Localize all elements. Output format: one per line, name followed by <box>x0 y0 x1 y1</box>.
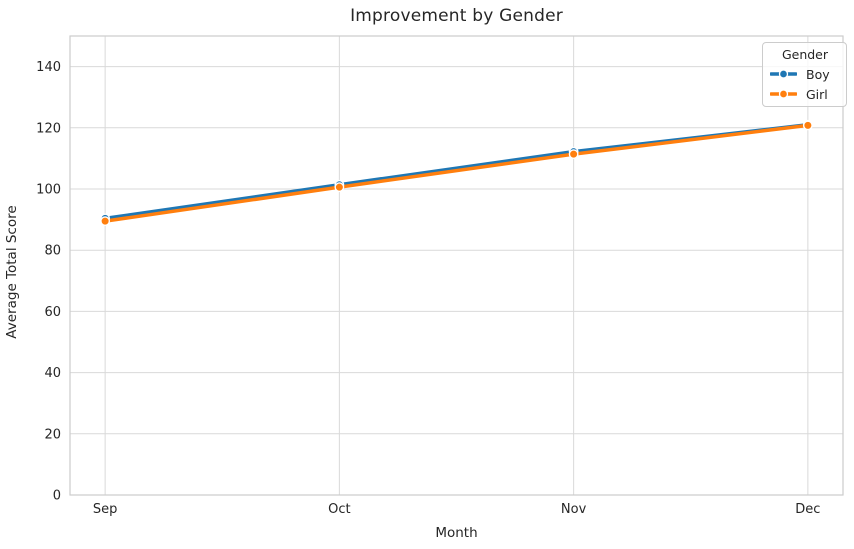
y-tick-label: 100 <box>36 183 61 198</box>
data-point-girl-sep <box>100 216 111 227</box>
y-tick-label: 80 <box>44 244 61 259</box>
data-point-girl-dec <box>802 120 813 131</box>
legend-label: Boy <box>806 66 830 82</box>
chart-title: Improvement by Gender <box>350 6 563 26</box>
x-tick-label: Dec <box>795 502 820 517</box>
legend-title: Gender <box>781 47 829 62</box>
y-tick-label: 140 <box>36 60 61 75</box>
x-axis-label: Month <box>435 525 478 541</box>
legend: Gender Boy Girl <box>762 42 847 107</box>
y-tick-label: 0 <box>53 489 61 504</box>
axes-spines <box>69 35 844 496</box>
x-tick-label: Sep <box>93 502 118 517</box>
legend-line-marker-icon <box>770 69 797 79</box>
x-tick-label: Oct <box>328 502 350 517</box>
y-tick-label: 120 <box>36 121 61 136</box>
y-tick-label: 40 <box>44 366 61 381</box>
y-tick-label: 20 <box>44 427 61 442</box>
legend-item-girl: Girl <box>770 84 840 104</box>
x-tick-label: Nov <box>561 502 587 517</box>
data-point-girl-oct <box>334 182 345 193</box>
data-point-girl-nov <box>568 149 579 160</box>
legend-line-marker-icon <box>770 89 797 99</box>
legend-item-boy: Boy <box>770 64 840 84</box>
series-line-girl <box>103 123 810 223</box>
legend-label: Girl <box>806 86 828 102</box>
y-tick-label: 60 <box>44 305 61 320</box>
